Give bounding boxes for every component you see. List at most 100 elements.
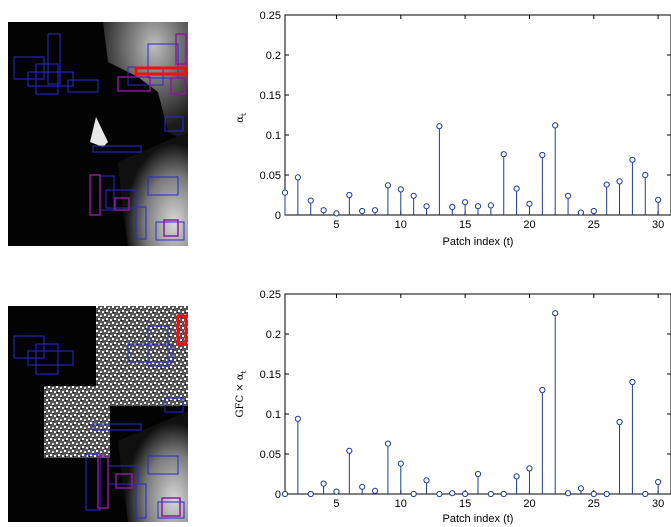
stem-marker (359, 207, 366, 215)
face-image-bottom-svg (8, 306, 188, 522)
stem-marker (436, 123, 443, 130)
x-tick-label: 15 (459, 219, 471, 231)
stem-marker (333, 488, 340, 495)
stem-marker (642, 490, 649, 498)
stem-marker (577, 485, 585, 492)
stem-marker (616, 178, 623, 185)
y-tick-label: 0.15 (260, 90, 281, 102)
x-tick-label: 30 (652, 219, 664, 231)
patch-box (147, 325, 169, 367)
stem-marker (397, 186, 404, 193)
y-tick-label: 0.05 (260, 449, 281, 461)
x-tick-label: 10 (395, 498, 407, 510)
stem-marker (423, 203, 430, 210)
patch-box (35, 63, 59, 95)
stem-marker (603, 181, 610, 188)
y-axis-label: GFC × αt (235, 370, 248, 417)
top-patch-highlight (176, 314, 188, 346)
patch-box (161, 497, 181, 517)
patch-box (47, 33, 61, 85)
y-tick-label: 0.25 (260, 10, 281, 22)
stem-marker (642, 171, 649, 179)
stem-marker (487, 202, 494, 209)
stem-marker (423, 477, 430, 484)
stem-marker (320, 480, 327, 487)
patch-box (164, 397, 184, 413)
stem-marker (539, 151, 546, 159)
patch-box (170, 77, 186, 95)
patch-box (92, 145, 142, 153)
patch-box (175, 33, 187, 65)
patch-box (105, 189, 137, 209)
patch-box (92, 423, 142, 431)
x-tick-label: 30 (652, 498, 664, 510)
y-tick-label: 0.2 (266, 329, 281, 341)
x-tick-label: 20 (523, 498, 535, 510)
stem-marker (552, 122, 559, 129)
stem-marker (564, 490, 572, 497)
patch-box (27, 71, 74, 87)
alpha-stem-chart: 0 0.05 0.1 0.15 0.2 0.25 5 10 15 20 25 30 Patch in… (200, 0, 671, 262)
stem-marker (371, 207, 379, 214)
patch-box (135, 206, 147, 240)
stem-marker (397, 460, 404, 467)
x-axis-label: Patch index (t) (443, 513, 514, 525)
stem-marker (281, 490, 289, 498)
face-nose-highlight (90, 117, 108, 147)
stem-marker (346, 191, 353, 199)
patch-box (147, 455, 179, 475)
patch-box (67, 79, 99, 93)
stem-marker (500, 151, 507, 158)
x-tick-label: 20 (523, 219, 535, 231)
patch-box (127, 343, 174, 363)
y-tick-label: 0.1 (266, 409, 281, 421)
x-tick-label: 5 (333, 498, 339, 510)
stem-marker (462, 199, 469, 206)
stem-marker (590, 207, 597, 215)
y-tick-label: 0.2 (266, 50, 281, 62)
patch-box (117, 76, 151, 92)
stem-marker (307, 197, 314, 204)
x-tick-label: 25 (588, 219, 600, 231)
stem-marker (513, 185, 520, 192)
patch-box (155, 221, 185, 241)
x-tick-label: 10 (395, 219, 407, 231)
patch-box (35, 343, 59, 375)
stem-marker (655, 478, 662, 486)
patch-box (89, 174, 101, 216)
stem-marker (564, 192, 572, 199)
stem-marker (577, 209, 585, 216)
plot-area-frame (284, 293, 671, 495)
patch-box (13, 335, 45, 359)
stem-marker (603, 490, 610, 498)
stem-marker (629, 156, 636, 163)
stem-marker (371, 487, 379, 494)
stem-marker (513, 473, 520, 480)
gfc-alpha-stem-chart-svg: 0 0.05 0.1 0.15 0.2 0.25 5 10 15 20 25 30 Patch in… (235, 289, 671, 525)
x-tick-label: 25 (588, 498, 600, 510)
y-tick-label: 0.15 (260, 369, 281, 381)
y-axis-label: αt (235, 113, 248, 123)
stem-marker (449, 490, 456, 497)
stem-marker (294, 415, 301, 422)
patch-box (115, 473, 133, 489)
face-image-top-svg (8, 22, 188, 246)
y-tick-label: 0.1 (266, 130, 281, 142)
stem-marker (307, 490, 314, 498)
stem-marker (384, 440, 392, 447)
stem-marker (616, 418, 623, 426)
stem-marker (384, 182, 392, 189)
stem-marker (320, 207, 327, 214)
x-axis-label: Patch index (t) (443, 236, 514, 248)
x-tick-label: 5 (333, 219, 339, 231)
stem-marker (462, 490, 469, 498)
patch-box (85, 453, 101, 511)
face-image-top (8, 22, 188, 246)
patch-box (13, 56, 45, 80)
stem-marker (526, 200, 533, 207)
patch-box (27, 350, 74, 366)
patch-box (164, 116, 184, 132)
stem-marker (410, 192, 417, 199)
stem-marker (526, 465, 533, 472)
stem-marker (449, 203, 456, 211)
